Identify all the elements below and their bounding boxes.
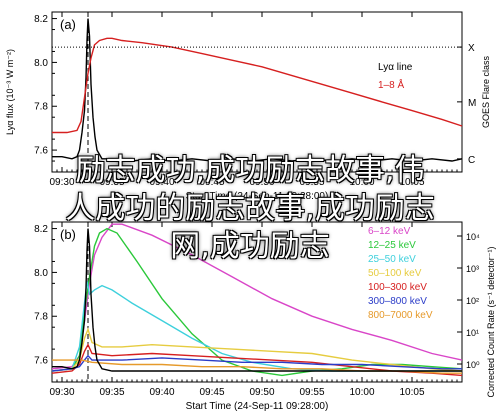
y-tick-label: 8.0: [34, 268, 48, 279]
right-tick-label: 10³: [466, 264, 479, 274]
x-tick-label: 10:00: [349, 387, 374, 398]
right-tick-label: 10⁰: [466, 360, 480, 370]
x-tick-label: 09:35: [99, 177, 124, 188]
legend-label: 100–300 keV: [368, 282, 427, 293]
y-tick-label: 7.8: [34, 312, 48, 323]
series-line: [52, 37, 463, 134]
series-line: [51, 281, 462, 372]
right-tick-label: C: [468, 155, 475, 166]
right-tick-label: M: [468, 98, 476, 109]
legend-label: 25–50 keV: [368, 254, 416, 265]
right-tick-label: 10²: [466, 296, 479, 306]
y-tick-label: 8.2: [34, 224, 48, 235]
y-axis-label: Lyα flux (10⁻³ W m⁻²): [5, 49, 15, 135]
series-line: [52, 228, 462, 372]
series-line: [51, 227, 463, 377]
legend-label: Lyα line: [378, 62, 413, 73]
x-axis-label: Start Time (24-Sep-11 09:28:00): [186, 401, 329, 412]
y-tick-label: 8.0: [34, 58, 48, 69]
x-tick-label: 09:55: [299, 387, 324, 398]
x-tick-label: 10:00: [349, 177, 374, 188]
right-axis-label: Corrected Count Rate (s⁻¹ detector⁻¹): [486, 246, 496, 397]
legend-label: 1–8 Å: [378, 78, 404, 91]
right-tick-label: 10⁴: [466, 232, 480, 242]
x-tick-label: 10:05: [399, 177, 424, 188]
x-tick-label: 10:05: [399, 387, 424, 398]
right-tick-label: 10¹: [466, 328, 479, 338]
legend-label: 6–12 keV: [368, 226, 411, 237]
series-line: [51, 354, 462, 372]
x-tick-label: 09:35: [99, 387, 124, 398]
x-tick-label: 09:45: [199, 177, 224, 188]
plot-frame-1: [51, 11, 463, 173]
panel-label: (a): [60, 17, 76, 32]
x-tick-label: 09:30: [49, 177, 74, 188]
right-axis-label: GOES Flare class: [481, 55, 491, 128]
x-tick-label: 09:40: [149, 387, 174, 398]
series-line: [51, 327, 463, 372]
x-axis-label: Start Time (24-Sep-11 09:28:00): [186, 191, 329, 202]
panel-label: (b): [60, 227, 76, 242]
right-tick-label: X: [468, 43, 475, 54]
y-tick-label: 8.2: [34, 14, 48, 25]
y-tick-label: 7.8: [34, 102, 48, 113]
y-tick-label: 7.6: [34, 356, 48, 367]
x-tick-label: 09:40: [149, 177, 174, 188]
x-tick-label: 09:50: [249, 387, 274, 398]
x-tick-label: 09:45: [199, 387, 224, 398]
x-tick-label: 09:50: [249, 177, 274, 188]
x-tick-label: 09:55: [299, 177, 324, 188]
x-tick-label: 09:30: [49, 387, 74, 398]
legend-label: 12–25 keV: [368, 240, 416, 251]
legend-label: 800–7000 keV: [368, 310, 433, 321]
legend-label: 300–800 keV: [368, 296, 427, 307]
series-line: [52, 18, 463, 162]
legend-label: 50–100 keV: [368, 268, 422, 279]
series-line: [51, 343, 463, 377]
y-tick-label: 7.6: [34, 146, 48, 157]
